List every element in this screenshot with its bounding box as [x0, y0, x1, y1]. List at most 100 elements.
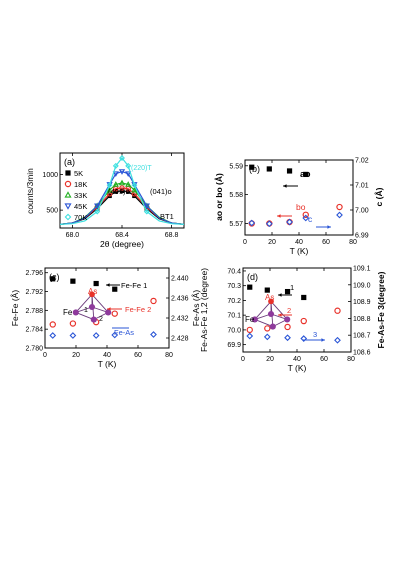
data-point-fe-fe-1 — [70, 278, 76, 284]
x-axis-label: 2θ (degree) — [100, 239, 144, 249]
y-axis-label: counts/3min — [25, 168, 35, 214]
data-point-c — [286, 218, 293, 226]
data-point-45k — [118, 169, 126, 175]
data-point-fe-fe-1 — [112, 286, 118, 292]
legend-label: 45K — [74, 202, 87, 211]
atom-label: Fe — [63, 308, 73, 317]
data-point-fe-as — [111, 331, 119, 339]
fe-as-cluster-bond — [91, 294, 109, 313]
x-axis-label: T (K) — [290, 246, 309, 256]
y-tick-right-label: 6.99 — [355, 233, 369, 240]
y-tick-right-label: 2.440 — [171, 276, 189, 283]
data-point-fe-fe-1 — [50, 276, 56, 282]
y-axis-label-right: Fe-As (Å) — [191, 290, 201, 327]
x-tick-label: 20 — [266, 356, 274, 363]
y-tick-label: 70.3 — [227, 283, 241, 290]
y-tick-right-label: 108.9 — [353, 299, 371, 306]
panel-label: (d) — [247, 272, 258, 282]
data-point-c — [265, 220, 273, 228]
y-tick-label: 5.58 — [229, 192, 243, 199]
data-point-ao — [249, 164, 255, 170]
data-point-3 — [246, 332, 254, 340]
y-tick-right-label: 108.7 — [353, 333, 371, 340]
panel-label: (b) — [249, 164, 260, 174]
data-point-2 — [246, 326, 253, 334]
fe-as-cluster-fe-atom — [72, 309, 79, 316]
y-tick-label: 2.792 — [25, 289, 43, 296]
annotation: (041)o — [150, 187, 172, 196]
series-line-45k — [59, 170, 185, 225]
fe-as-cluster-bond — [75, 311, 94, 321]
y-tick-label: 500 — [46, 208, 58, 215]
panel-1: 0 20 40 60 80 5.57 5.58 5.59 6.99 7.00 7.01 7.02 T (… — [214, 158, 384, 257]
series-label: ao — [300, 169, 311, 179]
series-label: 2 — [287, 306, 291, 315]
annotation: BT1 — [160, 212, 174, 221]
x-tick-label: 0 — [43, 352, 47, 359]
axis-arrow-head — [278, 293, 282, 297]
series-label: bo — [296, 202, 306, 212]
axis-arrow-head — [278, 313, 282, 317]
data-point-70k — [131, 182, 138, 189]
fe-as-cluster-bond — [254, 301, 272, 320]
data-point-fe-fe-2 — [69, 320, 77, 327]
data-point-70k — [125, 162, 132, 169]
legend-marker-5k — [65, 170, 71, 176]
axis-arrow-head — [283, 184, 287, 188]
fe-as-cluster-fe-atom — [90, 316, 97, 323]
data-point-2 — [334, 307, 341, 314]
data-point-70k — [119, 155, 125, 161]
fe-as-cluster-fe-atom — [284, 316, 291, 323]
legend-label: 33K — [74, 191, 87, 200]
data-point-fe-fe-2 — [150, 297, 157, 305]
data-point-bo — [302, 211, 309, 219]
x-tick-label: 40 — [295, 239, 303, 246]
y-tick-label: 1000 — [42, 172, 58, 179]
fe-as-cluster-fe-atom — [269, 323, 276, 330]
data-point-45k — [112, 171, 119, 178]
legend-label: 18K — [74, 180, 87, 189]
y-tick-right-label: 2.432 — [171, 316, 189, 323]
x-tick-label: 20 — [72, 352, 80, 359]
y-axis-label: ao or bo (Å) — [214, 173, 224, 221]
fe-as-cluster-bond — [254, 318, 273, 328]
panel-0: 68.0 68.4 68.8 500 1000 2θ (degree) (a) counts/… — [25, 152, 185, 249]
data-point-33k — [125, 181, 132, 187]
x-tick-label: 60 — [322, 239, 330, 246]
x-tick-label: 68.4 — [115, 232, 129, 239]
x-tick-label: 80 — [165, 352, 173, 359]
data-point-45k — [125, 171, 132, 178]
series-label: 1 — [290, 283, 294, 292]
series-label: c — [308, 214, 313, 224]
data-point-5k — [113, 189, 118, 194]
y-tick-label: 2.788 — [25, 308, 43, 315]
y-axis-label: Fe-Fe (Å) — [10, 290, 20, 327]
y-tick-label: 2.780 — [25, 346, 43, 353]
data-point-33k — [112, 181, 119, 187]
x-tick-label: 20 — [268, 239, 276, 246]
y-tick-right-label: 7.00 — [355, 208, 369, 215]
y-tick-label: 5.59 — [229, 163, 243, 170]
data-point-18k — [119, 185, 125, 191]
y-tick-label: 2.784 — [25, 327, 43, 334]
legend-marker-33k — [64, 191, 72, 198]
data-point-33k — [118, 179, 126, 186]
data-point-3 — [334, 336, 341, 344]
x-tick-label: 68.8 — [165, 232, 179, 239]
y-tick-right-label: 7.01 — [355, 183, 369, 190]
data-point-70k — [143, 208, 150, 215]
fe-as-cluster-as-atom — [268, 298, 274, 305]
x-tick-label: 60 — [320, 356, 328, 363]
data-point-70k — [94, 208, 101, 215]
y-tick-right-label: 7.02 — [355, 158, 369, 165]
data-point-1 — [247, 284, 253, 290]
fe-as-cluster-fe-atom — [88, 303, 96, 311]
x-tick-label: 0 — [243, 239, 247, 246]
y-tick-label: 2.796 — [25, 270, 43, 277]
x-tick-label: 0 — [241, 356, 245, 363]
fe-as-cluster-fe-atom — [105, 309, 112, 316]
y-tick-right-label: 108.8 — [353, 316, 371, 323]
x-axis-label: T (K) — [98, 359, 117, 369]
atom-label: As — [265, 293, 274, 302]
